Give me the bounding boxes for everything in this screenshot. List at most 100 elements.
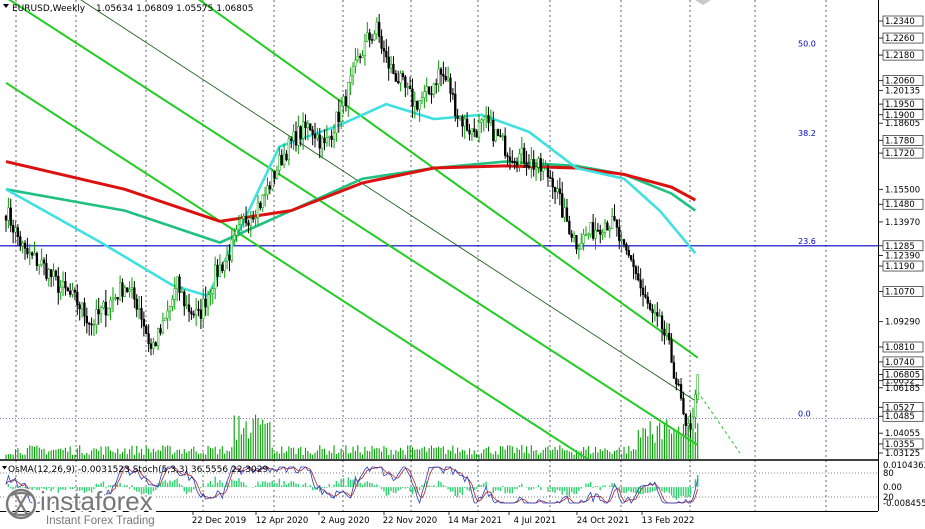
candle-body [306,123,310,128]
candle-body [64,281,67,289]
candle-body [359,56,362,58]
candle-body [677,383,680,386]
candle-body [61,281,65,288]
price-label-box [882,286,924,297]
candle-body [406,86,409,88]
candle-body [4,215,8,221]
oscillator-dropdown-icon[interactable] [2,466,7,470]
candle-body [149,343,153,349]
candle-body [145,325,148,334]
candle-body [401,73,405,78]
candle-body [382,48,386,52]
candle-body [57,276,60,293]
candle-body [282,153,286,165]
current-price-label: 1.06805 [885,371,920,381]
trend-line [80,0,698,403]
candle-body [544,167,547,170]
candle-body [663,328,666,336]
candle-body [637,273,640,281]
candle-body [506,155,509,158]
candle-body [696,374,699,400]
candle-body [363,40,367,56]
time-tick-label: 24 Oct 2021 [577,516,630,526]
candle-body [458,116,462,119]
candle-body [392,64,395,74]
candle-body [130,287,134,290]
candle-body [416,101,419,110]
candle-body [304,121,307,128]
candle-body [485,115,488,117]
fibonacci-label: 38.2 [798,129,816,138]
channel-line [5,81,590,459]
candle-body [209,293,212,295]
stoch-signal-line [5,466,699,504]
fibonacci-label: 23.6 [798,237,816,246]
price-tick-label: 1.1070 [885,288,915,298]
scroll-corner-icon[interactable] [695,0,711,5]
candle-body [508,156,512,162]
candle-body [435,83,438,86]
candle-body [109,299,112,309]
candle-body [354,59,357,67]
candle-body [85,315,88,324]
candle-body [116,297,119,300]
candle-body [278,154,281,171]
candle-body [104,301,107,316]
price-tick-label: 1.04055 [885,429,920,439]
symbol-dropdown-icon[interactable] [3,4,9,8]
price-label-box [882,32,924,44]
price-label-box [882,438,924,450]
candle-body [656,312,659,317]
oscillator-scale-label: 0.00 [883,483,902,493]
time-tick-label: 14 Mar 2021 [448,516,502,526]
candle-body [349,75,352,83]
candle-body [323,137,326,144]
candle-body [45,262,48,279]
candle-body [73,289,77,293]
candle-body [378,21,381,37]
candle-body [285,153,288,161]
price-tick-label: 1.09290 [885,318,920,328]
candle-body [444,76,447,81]
candle-body [90,323,93,326]
candle-body [523,147,526,164]
price-label-box [882,240,924,252]
candle-body [247,222,250,226]
candle-body [309,123,312,131]
candle-body [83,302,86,317]
candle-body [397,81,400,84]
time-tick-label: 12 Apr 2020 [256,516,309,526]
symbol-timeframe: EURUSD,Weekly [12,4,86,14]
oscillator-layer [0,466,878,505]
time-tick-label: 2 Aug 2020 [320,516,369,526]
candle-body [672,362,676,379]
candle-body [408,86,412,90]
candle-body [575,235,578,250]
candle-body [556,188,559,193]
price-label-box [882,410,924,422]
price-tick-label: 1.2260 [885,34,915,44]
candle-body [644,294,647,298]
candle-body [249,217,252,226]
candle-body [527,165,531,168]
candle-body [603,222,607,233]
candle-body [240,218,243,225]
candle-body [670,339,673,363]
candle-body [263,194,267,197]
moving-average-layer [5,102,697,298]
candle-body [651,309,654,314]
candle-body [513,161,516,163]
price-tick-label: 1.03125 [885,449,920,459]
candle-body [185,304,188,307]
candle-body [587,233,590,236]
oscillator-scale-label: 20 [883,493,894,503]
candle-body [687,423,690,426]
candle-body [568,220,571,235]
candle-body [511,160,514,163]
candle-body [204,298,207,308]
candle-body [622,239,626,245]
candle-body [463,118,466,127]
time-tick-label: 22 Dec 2019 [192,516,246,526]
candle-body [501,135,504,138]
